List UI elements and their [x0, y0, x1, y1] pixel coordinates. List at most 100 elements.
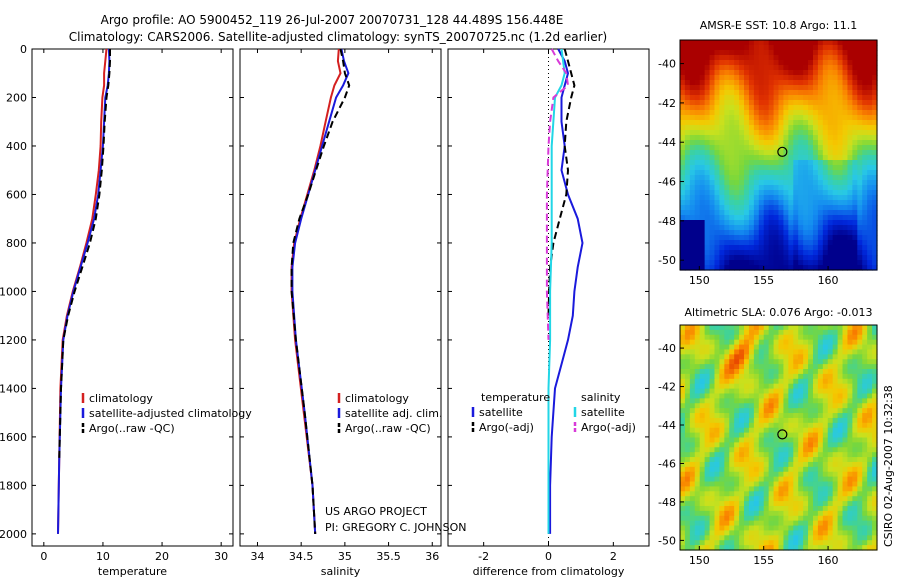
heat-cell	[739, 369, 745, 375]
heat-cell	[714, 510, 720, 517]
heat-cell	[729, 442, 735, 448]
heat-cell	[724, 427, 730, 434]
heat-cell	[704, 369, 711, 375]
heat-cell	[734, 175, 740, 181]
heat-cell	[699, 510, 706, 517]
heat-cell	[714, 422, 720, 429]
heat-cell	[719, 45, 725, 51]
heat-cell	[758, 175, 765, 181]
heat-cell	[817, 398, 824, 404]
heat-cell	[704, 200, 711, 206]
heat-cell	[709, 535, 716, 541]
heat-cell	[827, 403, 834, 409]
heat-cell	[704, 422, 711, 429]
heat-cell	[842, 510, 849, 517]
heat-cell	[684, 240, 691, 246]
heat-cell	[739, 540, 745, 546]
heat-cell	[724, 255, 730, 261]
heat-cell	[689, 491, 696, 497]
heat-cell	[867, 476, 873, 483]
heat-cell	[744, 325, 750, 331]
heat-cell	[694, 510, 701, 517]
heat-cell	[822, 525, 829, 532]
heat-cell	[812, 150, 819, 156]
heat-cell	[842, 115, 849, 121]
heat-cell	[734, 190, 740, 196]
heat-cell	[748, 60, 755, 66]
heat-cell	[689, 205, 696, 211]
heat-cell	[763, 260, 770, 266]
heat-cell	[842, 135, 849, 141]
heat-cell	[739, 515, 745, 522]
heat-cell	[872, 476, 878, 483]
heat-cell	[753, 125, 760, 131]
heat-cell	[680, 55, 686, 61]
heat-cell	[714, 180, 720, 186]
heat-cell	[768, 175, 775, 181]
heat-cell	[832, 150, 839, 156]
heat-cell	[753, 145, 760, 151]
heat-cell	[709, 545, 716, 551]
heat-cell	[734, 378, 740, 385]
heat-cell	[768, 95, 775, 101]
heat-cell	[827, 471, 834, 478]
heat-cell	[793, 65, 799, 71]
heat-cell	[714, 215, 720, 221]
heat-cell	[822, 457, 829, 463]
heat-cell	[812, 220, 819, 226]
heat-cell	[808, 515, 814, 522]
heat-cell	[719, 535, 725, 541]
heat-cell	[694, 145, 701, 151]
heat-cell	[862, 359, 868, 365]
heat-cell	[744, 422, 750, 429]
heat-cell	[748, 457, 755, 463]
heat-cell	[724, 55, 730, 61]
heat-cell	[734, 165, 740, 171]
heat-cell	[857, 55, 863, 61]
heat-cell	[763, 417, 770, 424]
heat-cell	[714, 398, 720, 404]
heat-cell	[817, 471, 824, 478]
heat-cell	[773, 447, 780, 453]
heat-cell	[724, 408, 730, 414]
heat-cell	[709, 417, 716, 424]
heat-cell	[763, 105, 770, 111]
heat-cell	[857, 408, 863, 414]
heat-cell	[704, 393, 711, 399]
heat-cell	[817, 442, 824, 448]
heat-cell	[832, 75, 839, 81]
heat-cell	[739, 461, 745, 468]
heat-cell	[822, 481, 829, 488]
heat-cell	[699, 383, 706, 390]
heat-cell	[822, 140, 829, 146]
heat-cell	[798, 515, 804, 522]
heat-cell	[699, 432, 706, 439]
credit-line-1: US ARGO PROJECT	[325, 505, 427, 518]
heat-cell	[842, 125, 849, 131]
heat-cell	[709, 486, 716, 492]
heat-cell	[847, 344, 853, 351]
heat-cell	[773, 170, 780, 176]
heat-cell	[852, 334, 858, 341]
heat-cell	[867, 325, 873, 331]
heat-cell	[808, 240, 814, 246]
heat-cell	[748, 378, 755, 385]
heat-cell	[729, 545, 735, 551]
heat-cell	[847, 413, 853, 419]
heat-cell	[719, 520, 725, 527]
heat-cell	[872, 422, 878, 429]
heat-cell	[719, 185, 725, 191]
heat-cell	[704, 432, 711, 439]
heat-cell	[734, 515, 740, 522]
heat-cell	[714, 535, 720, 541]
heat-cell	[748, 334, 755, 341]
heat-cell	[788, 501, 794, 507]
heat-cell	[822, 250, 829, 256]
heat-cell	[842, 373, 849, 380]
heat-cell	[748, 359, 755, 365]
heat-cell	[842, 90, 849, 96]
heat-cell	[744, 90, 750, 96]
heat-cell	[748, 486, 755, 492]
heat-cell	[758, 525, 765, 532]
heat-cell	[822, 150, 829, 156]
